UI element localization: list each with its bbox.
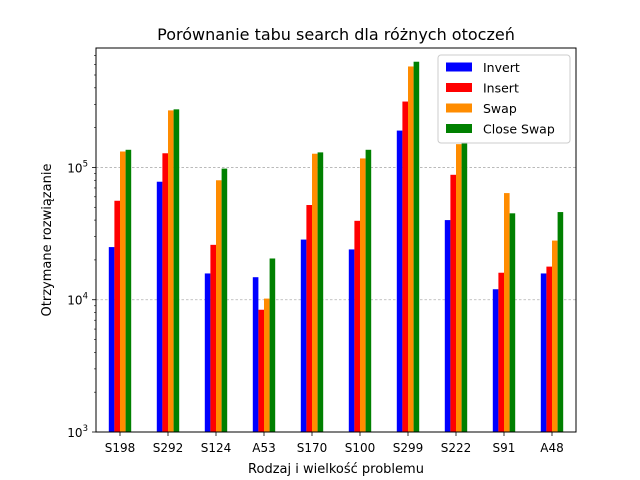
x-tick-label: S222 [441, 441, 472, 455]
x-axis-label: Rodzaj i wielkość problemu [248, 462, 424, 477]
bar-s198-swap [120, 151, 126, 433]
legend-box [437, 54, 571, 144]
x-tick-label: S124 [201, 441, 232, 455]
bar-s100-insert [354, 220, 360, 432]
legend-label: Invert [483, 60, 520, 75]
bar-s299-invert [396, 130, 403, 432]
y-tick-label: 105 [67, 159, 88, 175]
bar-a53-swap [264, 298, 270, 432]
legend: Invert Insert Swap Close Swap [437, 54, 571, 144]
bar-s198-close-swap [125, 149, 132, 432]
bar-s292-insert [162, 153, 168, 432]
bar-s222-insert [450, 174, 456, 432]
bar-s292-invert [156, 181, 163, 432]
bar-s299-close-swap [413, 61, 420, 432]
legend-label: Swap [483, 101, 517, 116]
x-tick-label: S100 [345, 441, 376, 455]
bar-s299-insert [402, 101, 408, 433]
bar-a48-swap [552, 240, 558, 432]
bar-s124-invert [204, 273, 211, 432]
bars [108, 61, 564, 433]
bar-s91-invert [492, 289, 499, 432]
bar-s198-insert [114, 200, 120, 432]
x-tick-label: S170 [297, 441, 328, 455]
legend-swatch [446, 103, 472, 113]
bar-a53-invert [252, 277, 259, 432]
bar-s170-swap [312, 153, 318, 432]
bar-a53-insert [258, 309, 264, 432]
x-tick-label: S292 [153, 441, 184, 455]
bar-s292-swap [168, 110, 174, 432]
y-axis: 103 104 105 [67, 55, 96, 440]
bar-s100-swap [360, 158, 366, 432]
legend-swatch [446, 62, 472, 72]
legend-swatch [446, 124, 472, 133]
x-axis: S198 S292 S124 A53 S170 S100 S299 S222 S91 A48 [105, 432, 564, 455]
x-tick-label: S198 [105, 441, 136, 455]
plot-frame [95, 47, 577, 433]
bar-a48-insert [546, 266, 552, 432]
bar-a48-invert [540, 273, 547, 432]
bar-s91-close-swap [509, 213, 516, 432]
y-axis-label: Otrzymane rozwiązanie [40, 164, 55, 317]
y-tick-label: 103 [67, 424, 88, 440]
chart-title: Porównanie tabu search dla różnych otocz… [157, 25, 515, 44]
legend-label: Insert [483, 81, 519, 96]
y-tick-label: 104 [67, 292, 88, 308]
bar-s222-invert [444, 220, 451, 432]
bar-a53-close-swap [269, 258, 276, 432]
bar-s222-swap [456, 144, 462, 432]
bar-a48-close-swap [557, 212, 564, 432]
bar-s124-swap [216, 180, 222, 432]
bar-s299-swap [408, 66, 414, 433]
bar-s100-invert [348, 249, 355, 432]
bar-s222-close-swap [461, 142, 468, 433]
bar-s170-invert [300, 239, 307, 432]
bar-s91-insert [498, 272, 504, 432]
legend-label: Close Swap [483, 122, 555, 137]
bar-s198-invert [108, 247, 115, 432]
legend-swatch [446, 83, 472, 92]
bar-s292-close-swap [173, 109, 180, 432]
grid [96, 167, 576, 301]
x-tick-label: S299 [393, 441, 424, 455]
bar-s170-insert [306, 205, 312, 432]
bar-s124-insert [210, 244, 216, 432]
x-tick-label: A48 [540, 441, 563, 455]
bar-s124-close-swap [221, 168, 228, 432]
bar-s91-swap [504, 193, 510, 432]
x-tick-label: A53 [252, 441, 275, 455]
x-tick-label: S91 [493, 441, 516, 455]
bar-s100-close-swap [365, 149, 372, 432]
bar-s170-close-swap [317, 152, 324, 432]
